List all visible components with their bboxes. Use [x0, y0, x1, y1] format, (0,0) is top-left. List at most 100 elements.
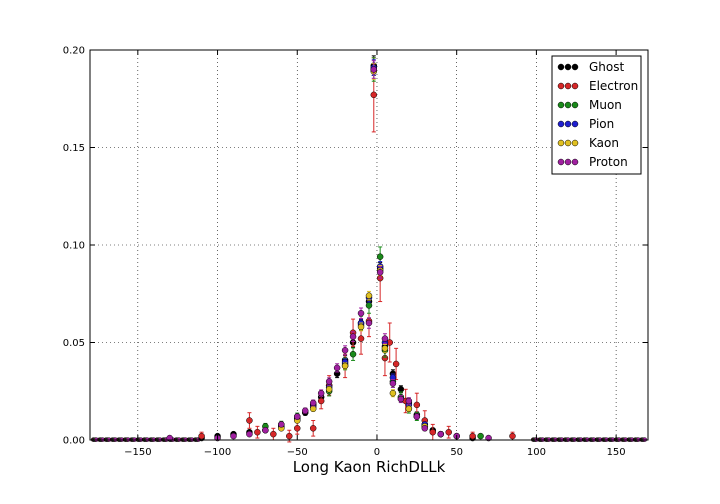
data-point	[389, 389, 397, 397]
data-point	[349, 333, 357, 340]
legend-marker	[571, 101, 579, 109]
x-tick-label: 100	[527, 447, 546, 458]
legend-entry-muon: Muon	[557, 98, 622, 112]
legend-label: Ghost	[589, 60, 624, 74]
legend-marker	[564, 120, 572, 128]
legend-label: Proton	[589, 155, 628, 169]
data-point	[246, 417, 253, 424]
legend-marker	[564, 101, 572, 109]
x-tick-label: 50	[450, 447, 463, 458]
legend-marker	[571, 63, 579, 71]
x-tick-label: 0	[374, 447, 380, 458]
data-point	[365, 319, 373, 327]
legend: Ghost Electron Muon Pion Kaon Proton	[551, 55, 642, 175]
data-point	[309, 399, 317, 407]
data-point	[333, 364, 341, 372]
data-point	[357, 323, 365, 331]
y-tick-label: 0.05	[63, 338, 85, 349]
data-point	[325, 386, 333, 393]
data-point	[376, 253, 384, 260]
data-point	[477, 432, 484, 440]
data-point	[421, 425, 429, 432]
data-point	[469, 432, 476, 440]
series-proton	[166, 60, 492, 442]
data-point	[445, 428, 452, 436]
x-tick-label: −50	[287, 447, 308, 458]
data-point	[370, 91, 378, 99]
data-point	[397, 395, 405, 403]
data-point	[309, 405, 317, 413]
x-tick-label: 150	[607, 447, 626, 458]
legend-marker	[571, 120, 579, 128]
x-tick-label: −100	[204, 447, 231, 458]
legend-entry-pion: Pion	[557, 117, 614, 131]
legend-marker	[557, 139, 565, 147]
data-point	[325, 378, 333, 385]
data-point	[270, 430, 277, 438]
legend-marker	[564, 158, 572, 166]
data-point	[429, 428, 437, 436]
legend-entry-proton: Proton	[557, 155, 628, 169]
legend-marker	[571, 158, 579, 166]
data-point	[509, 432, 516, 440]
x-tick-label: −150	[124, 447, 151, 458]
data-point	[437, 430, 444, 438]
data-point	[413, 413, 421, 420]
data-point	[294, 413, 301, 420]
data-point	[405, 397, 413, 405]
legend-marker	[557, 63, 565, 71]
data-point	[376, 269, 384, 276]
data-point	[341, 347, 349, 354]
data-point	[413, 401, 421, 409]
legend-marker	[557, 101, 565, 109]
y-tick-label: 0.20	[63, 46, 85, 57]
legend-marker	[557, 158, 565, 166]
data-point	[341, 362, 349, 370]
data-point	[370, 66, 378, 73]
legend-marker	[564, 139, 572, 147]
data-point	[317, 389, 325, 397]
legend-entry-kaon: Kaon	[557, 136, 619, 150]
y-tick-label: 0.00	[63, 436, 85, 447]
data-point	[198, 432, 205, 440]
series-kaon	[278, 63, 429, 432]
data-point	[286, 432, 293, 440]
data-point	[392, 360, 400, 368]
legend-marker	[571, 139, 579, 147]
legend-label: Muon	[589, 98, 622, 112]
axis-ticks: −150 −100 −50 0 50 100 150 0.00 0.05 0.10 0.15 0.20	[63, 46, 648, 458]
data-point	[405, 405, 413, 413]
y-tick-label: 0.15	[63, 143, 85, 154]
data-point	[230, 432, 237, 440]
legend-marker	[557, 120, 565, 128]
legend-label: Kaon	[589, 136, 619, 150]
data-point	[389, 380, 397, 387]
legend-box	[551, 55, 642, 175]
legend-entry-electron: Electron	[557, 79, 638, 93]
legend-entry-ghost: Ghost	[557, 60, 624, 74]
data-point	[365, 302, 373, 309]
legend-marker	[564, 82, 572, 90]
data-point	[357, 310, 365, 317]
data-point	[278, 421, 285, 428]
data-point	[357, 335, 365, 342]
data-point	[309, 425, 317, 432]
legend-label: Electron	[589, 79, 638, 93]
data-point	[246, 430, 253, 438]
x-axis-title: Long Kaon RichDLLk	[293, 458, 446, 476]
legend-marker	[571, 82, 579, 90]
data-point	[397, 386, 405, 393]
data-point	[381, 335, 389, 342]
legend-marker	[557, 82, 565, 90]
data-point	[262, 427, 269, 434]
grid	[90, 50, 648, 440]
data-point	[317, 397, 325, 405]
data-point	[381, 345, 389, 352]
legend-marker	[564, 63, 572, 71]
data-point	[294, 425, 301, 432]
data-point	[365, 292, 373, 299]
data-point	[301, 407, 309, 414]
data-point	[254, 428, 261, 436]
legend-label: Pion	[589, 117, 614, 131]
